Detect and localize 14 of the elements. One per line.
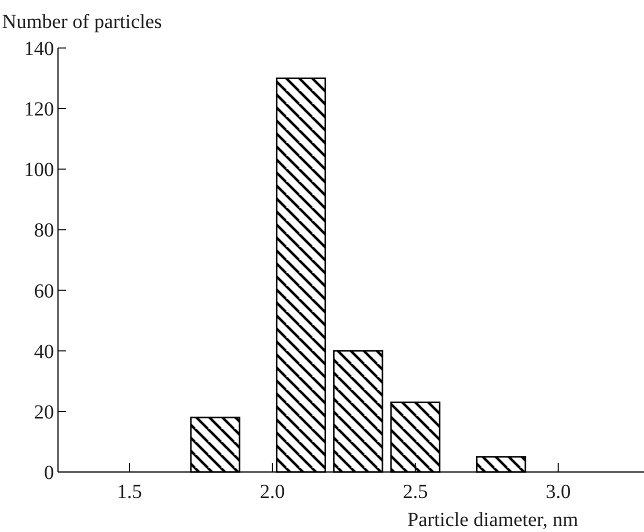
x-tick-label: 1.5 — [116, 481, 142, 503]
y-tick-label: 100 — [24, 159, 54, 182]
x-tick-label: 2.0 — [260, 481, 285, 503]
y-tick-label: 120 — [24, 98, 54, 121]
x-axis-title: Particle diameter, nm — [407, 509, 579, 531]
y-tick-label: 80 — [34, 220, 54, 242]
y-tick-label: 140 — [24, 38, 54, 60]
y-tick-label: 40 — [34, 340, 54, 363]
y-tick-label: 60 — [34, 280, 54, 302]
x-tick-label: 2.5 — [402, 481, 428, 503]
x-tick-label: 3.0 — [546, 481, 571, 503]
y-axis-title: Number of particles — [2, 11, 162, 33]
y-tick-label: 0 — [44, 462, 54, 484]
y-tick-label: 20 — [34, 401, 54, 424]
